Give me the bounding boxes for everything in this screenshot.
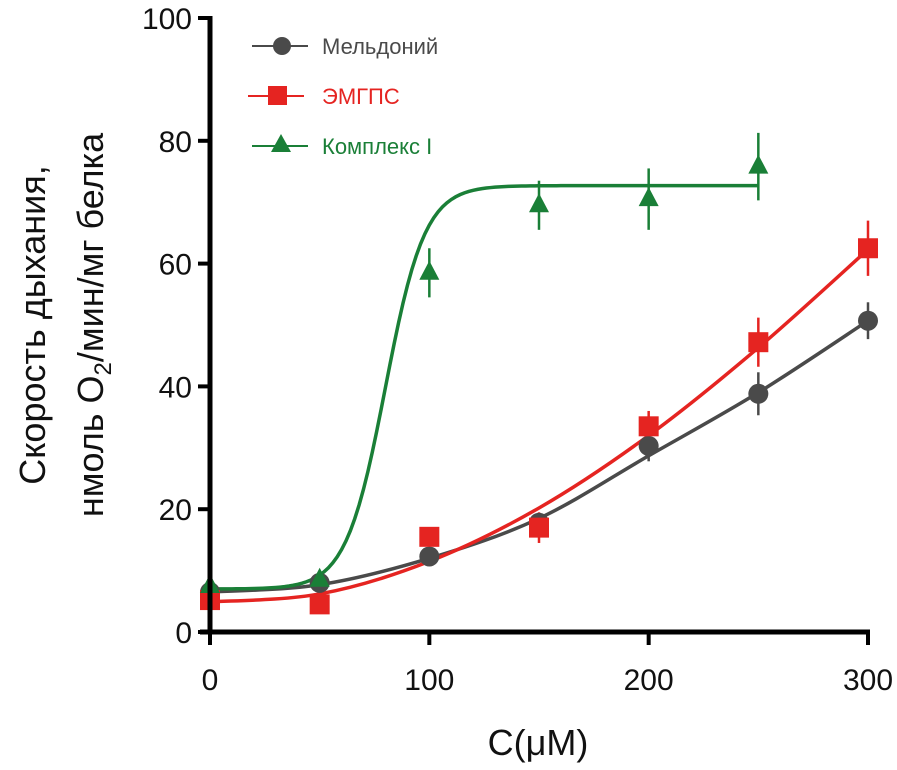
- data-point-emgps: [529, 517, 549, 538]
- y-axis-title-subscript: 2: [90, 362, 117, 375]
- fit-curve-complex-i: [209, 183, 759, 591]
- legend-item-meldonium: Мельдоний: [252, 34, 438, 59]
- y-tick-label: 80: [159, 126, 192, 159]
- data-point-complex-i: [748, 154, 769, 174]
- x-tick-label: 100: [404, 664, 454, 697]
- y-tick-label: 20: [159, 494, 192, 527]
- legend-circle-marker-icon: [273, 37, 291, 55]
- data-point-complex-i: [529, 193, 549, 213]
- x-tick-label: 0: [202, 664, 219, 697]
- y-axis-title-line1: Скорость дыхания,: [12, 165, 53, 484]
- legend-label: Мельдоний: [322, 34, 438, 59]
- data-point-emgps: [309, 594, 330, 615]
- x-tick-label: 200: [624, 664, 674, 697]
- data-point-emgps: [858, 238, 878, 259]
- legend-square-marker-icon: [268, 86, 287, 105]
- y-axis-title-prefix: нмоль O: [70, 375, 111, 517]
- y-tick-label: 60: [159, 249, 192, 282]
- data-point-complex-i: [419, 260, 440, 280]
- legend-triangle-marker-icon: [271, 134, 291, 152]
- legend-label: Комплекс I: [322, 134, 432, 159]
- y-tick-label: 100: [142, 3, 192, 36]
- legend-item-complex-i: Комплекс I: [252, 134, 432, 159]
- x-tick-label: 300: [843, 664, 893, 697]
- x-ticks: 0 100 200 300: [202, 632, 893, 697]
- data-point-emgps: [419, 526, 440, 547]
- data-point-complex-i: [638, 187, 659, 207]
- x-axis-title: C(μM): [488, 722, 589, 763]
- legend-label: ЭМГПС: [322, 84, 400, 109]
- data-point-meldonium: [858, 310, 878, 331]
- data-point-emgps: [748, 332, 769, 353]
- y-tick-label: 0: [175, 617, 192, 650]
- plot-markers: [200, 154, 878, 615]
- data-point-meldonium: [419, 546, 440, 567]
- y-tick-label: 40: [159, 371, 192, 404]
- fit-curve-emgps: [209, 248, 870, 604]
- y-ticks: 0 20 40 60 80 100: [142, 3, 210, 650]
- data-point-meldonium: [748, 383, 769, 404]
- data-point-meldonium: [638, 435, 659, 456]
- y-axis-title-line2: нмоль O2/мин/мг белка: [70, 132, 117, 517]
- legend: Мельдоний ЭМГПС Комплекс I: [248, 34, 438, 159]
- fit-curve-meldonium: [209, 319, 869, 594]
- y-axis-title-suffix: /мин/мг белка: [70, 132, 111, 362]
- data-point-complex-i: [309, 567, 330, 587]
- data-point-emgps: [638, 416, 659, 437]
- legend-item-emgps: ЭМГПС: [248, 84, 400, 109]
